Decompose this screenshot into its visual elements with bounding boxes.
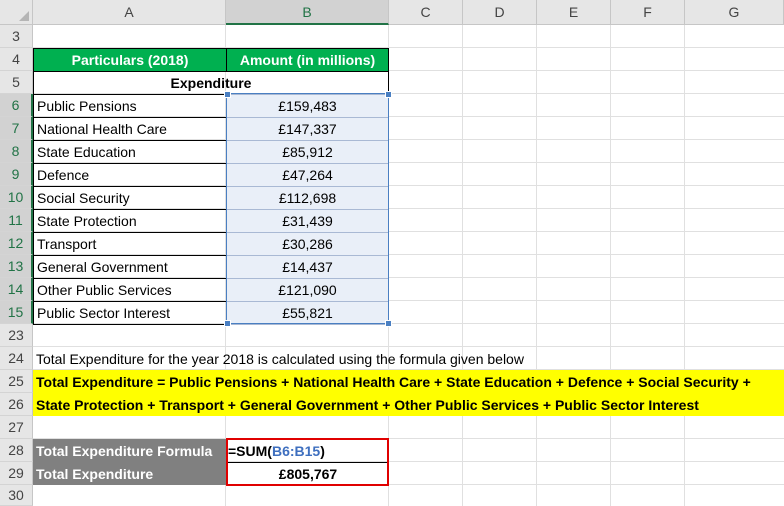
item-value[interactable]: £30,286 (226, 232, 389, 256)
formula-cell[interactable]: =SUM(B6:B15) (228, 439, 388, 462)
formula-prefix: =SUM( (228, 442, 272, 459)
row-header-15[interactable]: 15 (0, 301, 33, 324)
item-label[interactable]: Public Pensions (33, 94, 227, 118)
row-header-11[interactable]: 11 (0, 209, 33, 232)
row-header-28[interactable]: 28 (0, 439, 33, 462)
column-header-f[interactable]: F (611, 0, 685, 25)
column-header-g[interactable]: G (685, 0, 784, 25)
item-value[interactable]: £159,483 (226, 94, 389, 118)
item-label[interactable]: Social Security (33, 186, 227, 210)
column-header-d[interactable]: D (463, 0, 537, 25)
column-header-c[interactable]: C (389, 0, 463, 25)
total-label-cell[interactable]: Total Expenditure (33, 462, 226, 485)
formula-suffix: ) (320, 442, 325, 459)
column-header-a[interactable]: A (33, 0, 226, 25)
item-value[interactable]: £31,439 (226, 209, 389, 233)
formula-text-row-26[interactable]: State Protection + Transport + General G… (33, 393, 784, 416)
row-header-24[interactable]: 24 (0, 347, 33, 370)
selection-handle-bottom-left[interactable] (224, 320, 231, 327)
selection-handle-bottom-right[interactable] (385, 320, 392, 327)
row-header-29[interactable]: 29 (0, 462, 33, 485)
total-value-cell[interactable]: £805,767 (278, 465, 338, 482)
item-value[interactable]: £112,698 (226, 186, 389, 210)
item-label[interactable]: General Government (33, 255, 227, 279)
row-header-3[interactable]: 3 (0, 25, 33, 48)
item-label[interactable]: National Health Care (33, 117, 227, 141)
row-header-5[interactable]: 5 (0, 71, 33, 94)
formula-range-ref: B6:B15 (271, 442, 321, 459)
formula-text-row-25[interactable]: Total Expenditure = Public Pensions + Na… (33, 370, 784, 393)
row-header-7[interactable]: 7 (0, 117, 33, 140)
select-all-corner[interactable] (0, 0, 33, 25)
item-value[interactable]: £85,912 (226, 140, 389, 164)
row-header-12[interactable]: 12 (0, 232, 33, 255)
header-amount[interactable]: Amount (in millions) (226, 48, 389, 72)
column-header-b[interactable]: B (226, 0, 389, 25)
row-header-27[interactable]: 27 (0, 416, 33, 439)
row-header-23[interactable]: 23 (0, 324, 33, 347)
row-header-10[interactable]: 10 (0, 186, 33, 209)
header-particulars[interactable]: Particulars (2018) (33, 48, 227, 72)
note-row-24[interactable]: Total Expenditure for the year 2018 is c… (36, 350, 524, 367)
row-header-25[interactable]: 25 (0, 370, 33, 393)
item-value[interactable]: £55,821 (226, 301, 389, 325)
item-value[interactable]: £47,264 (226, 163, 389, 187)
item-label[interactable]: Other Public Services (33, 278, 227, 302)
item-label[interactable]: Defence (33, 163, 227, 187)
row-header-14[interactable]: 14 (0, 278, 33, 301)
row-header-6[interactable]: 6 (0, 94, 33, 117)
item-value[interactable]: £121,090 (226, 278, 389, 302)
item-value[interactable]: £14,437 (226, 255, 389, 279)
item-label[interactable]: State Protection (33, 209, 227, 233)
column-header-e[interactable]: E (537, 0, 611, 25)
item-label[interactable]: Transport (33, 232, 227, 256)
item-label[interactable]: State Education (33, 140, 227, 164)
selection-handle-top-right[interactable] (385, 91, 392, 98)
row-header-13[interactable]: 13 (0, 255, 33, 278)
row-header-26[interactable]: 26 (0, 393, 33, 416)
row-header-30[interactable]: 30 (0, 485, 33, 506)
selection-handle-top-left[interactable] (224, 91, 231, 98)
row-header-4[interactable]: 4 (0, 48, 33, 71)
row-header-9[interactable]: 9 (0, 163, 33, 186)
item-label[interactable]: Public Sector Interest (33, 301, 227, 325)
item-value[interactable]: £147,337 (226, 117, 389, 141)
formula-label-cell[interactable]: Total Expenditure Formula (33, 439, 226, 462)
row-header-8[interactable]: 8 (0, 140, 33, 163)
section-expenditure[interactable]: Expenditure (33, 71, 389, 95)
